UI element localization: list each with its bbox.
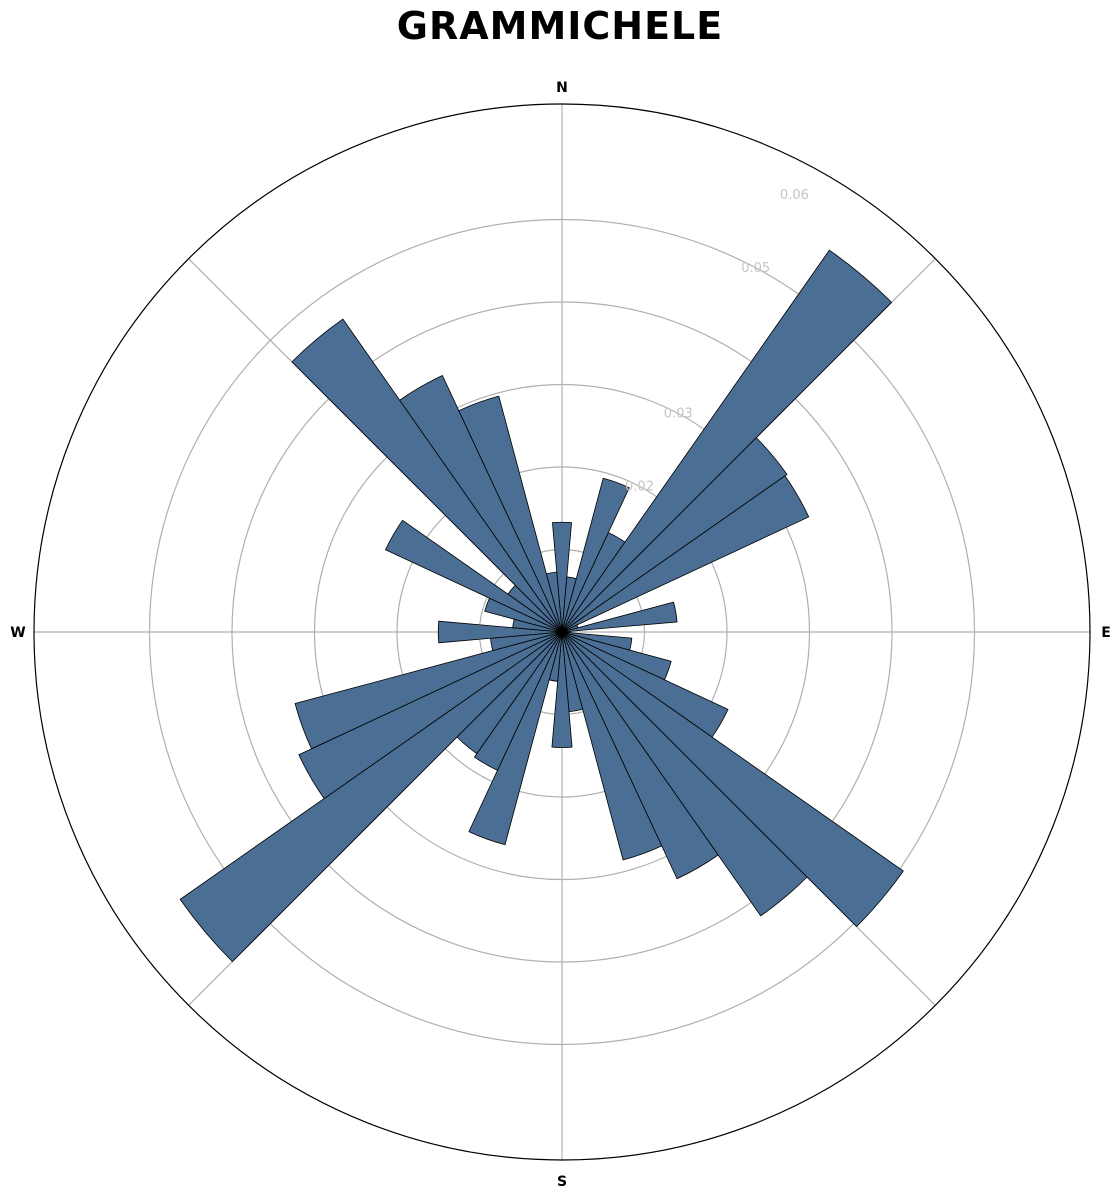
radial-tick-label-1: 0.02 [625,479,654,494]
bar-350deg [546,571,563,633]
direction-label-e: E [1101,625,1111,641]
bar-180deg [551,631,573,748]
bar-150deg [561,631,719,880]
polar-outer-circle [33,103,1091,1161]
bar-330deg [399,375,563,633]
radial-tick-label-2: 0.03 [664,407,693,422]
bar-0deg [552,521,572,633]
bar-20deg [561,477,630,633]
bar-230deg [179,631,563,962]
bar-50deg [561,437,788,633]
chart-title: GRAMMICHELE [396,4,724,48]
bar-340deg [458,395,563,633]
direction-label-n: N [556,80,568,96]
radial-tick-label-4: 0.06 [780,188,809,203]
wind-rose-bars [179,249,904,962]
bar-300deg [385,519,563,633]
bar-210deg [474,631,563,771]
bar-320deg [291,318,563,633]
bar-250deg [294,631,563,750]
bar-160deg [561,631,663,861]
bar-240deg [298,631,563,799]
bar-140deg [561,631,808,917]
radial-tick-label-3: 0.05 [741,261,770,276]
bar-40deg [561,249,892,633]
radial-tick-labels: 0.02 0.03 0.05 0.06 [625,188,809,494]
direction-label-w: W [10,625,25,641]
bar-60deg [561,475,810,633]
bar-270deg [437,620,563,644]
bar-80deg [561,601,678,633]
bar-200deg [468,631,563,846]
bar-130deg [561,631,904,927]
direction-label-s: S [557,1174,567,1190]
